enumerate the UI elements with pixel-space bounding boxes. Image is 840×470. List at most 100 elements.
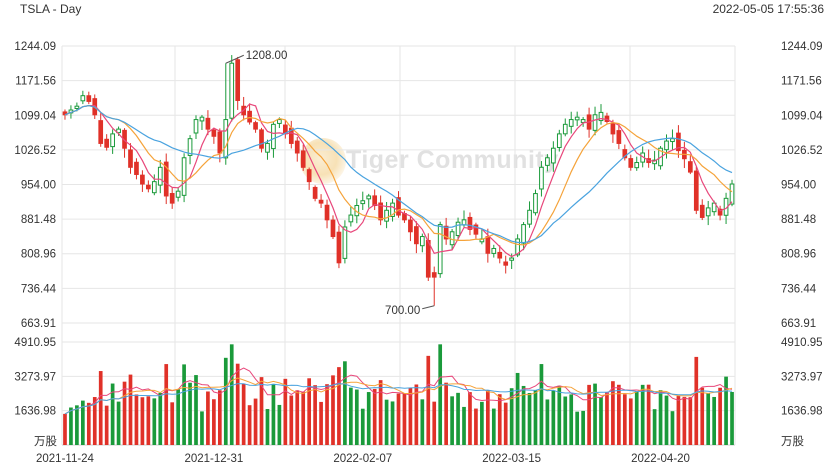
candle-body	[437, 224, 443, 275]
volume-bar	[628, 398, 633, 445]
volume-bar	[378, 380, 383, 445]
candle-body	[277, 119, 282, 124]
volume-bar	[438, 344, 443, 445]
volume-bar	[307, 378, 312, 445]
volume-bar	[587, 384, 591, 445]
volume-bar	[253, 398, 258, 445]
volume-bar	[408, 387, 413, 445]
volume-bar	[396, 393, 401, 445]
candle-body	[181, 157, 187, 196]
candle-body	[503, 261, 509, 266]
price-tick-label-left: 663.91	[21, 318, 56, 330]
volume-unit-label-left: 万股	[34, 435, 57, 448]
price-tick-label-right: 1244.09	[781, 41, 823, 53]
volume-bar	[640, 384, 645, 445]
price-tick-label-right: 1171.56	[781, 76, 822, 88]
watermark-text: Tiger Community	[346, 146, 559, 174]
ma5-line	[64, 103, 733, 258]
volume-bar	[140, 397, 145, 445]
volume-bar	[569, 394, 574, 445]
volume-bar	[605, 392, 609, 445]
candle-body	[86, 95, 92, 102]
candle-body	[271, 123, 276, 150]
volume-bar	[646, 384, 651, 445]
volume-bar	[718, 387, 722, 445]
volume-bar	[212, 399, 216, 445]
volume-bar	[283, 378, 288, 445]
candle-body	[699, 204, 705, 218]
candle-body	[717, 208, 723, 216]
candle-body	[306, 169, 312, 183]
candle-body	[360, 200, 366, 205]
volume-bar	[730, 391, 734, 445]
volume-bar	[444, 382, 448, 445]
volume-bar	[206, 391, 210, 445]
volume-bar	[688, 397, 693, 445]
candle-body	[134, 161, 139, 175]
volume-bar	[86, 402, 91, 445]
chart-symbol-title: TSLA - Day	[20, 2, 82, 16]
price-tick-label-right: 808.96	[781, 249, 816, 261]
volume-bar	[235, 363, 240, 445]
volume-bar	[289, 395, 294, 445]
candle-body	[324, 204, 330, 221]
candle-body	[687, 161, 693, 173]
candle-body	[521, 224, 526, 244]
volume-bar	[259, 377, 264, 445]
volume-bar	[480, 401, 484, 445]
volume-bar	[622, 394, 627, 445]
price-tick-label-left: 954.00	[21, 180, 56, 192]
candle-body	[157, 166, 163, 186]
price-tick-label-right: 1099.04	[781, 110, 823, 122]
candle-body	[592, 114, 598, 131]
candle-body	[199, 116, 205, 122]
price-tick-label-left: 1099.04	[14, 110, 56, 122]
price-tick-label-right: 881.48	[781, 214, 816, 226]
volume-bar	[456, 392, 460, 445]
candle-body	[223, 119, 229, 159]
ma10-line	[64, 104, 733, 246]
candle-body	[414, 226, 419, 245]
candle-body	[390, 202, 395, 217]
volume-bar	[658, 390, 663, 445]
volume-bar	[545, 399, 550, 445]
volume-ma20-line	[64, 383, 733, 415]
candle-body	[128, 149, 133, 168]
volume-bar	[634, 391, 639, 445]
volume-bar	[241, 383, 246, 445]
candle-body	[342, 226, 348, 259]
volume-bar	[670, 411, 675, 445]
candle-body	[336, 231, 342, 264]
candle-body	[431, 272, 437, 278]
date-tick-label: 2022-02-07	[333, 453, 392, 465]
candle-body	[670, 138, 675, 143]
candle-body	[140, 174, 145, 185]
candle-body	[378, 202, 383, 221]
price-tick-label-left: 881.48	[21, 214, 56, 226]
candle-body	[247, 110, 252, 123]
candle-body	[62, 111, 68, 116]
price-tick-label-right: 663.91	[781, 318, 816, 330]
volume-bar	[390, 401, 395, 445]
date-tick-label: 2022-04-20	[631, 453, 690, 465]
volume-bar	[426, 355, 431, 445]
volume-bar	[188, 382, 192, 445]
volume-bar	[122, 381, 127, 445]
timestamp: 2022-05-05 17:55:36	[712, 2, 824, 16]
candle-body	[497, 251, 503, 259]
candle-body	[372, 195, 378, 207]
volume-bar	[277, 404, 282, 445]
candle-body	[116, 128, 121, 134]
volume-tick-label-left: 4910.95	[14, 337, 56, 349]
volume-bar	[331, 375, 335, 445]
candle-body	[515, 238, 520, 256]
volume-bar	[712, 396, 717, 445]
candle-body	[693, 170, 699, 211]
candle-body	[652, 159, 657, 165]
candle-body	[300, 150, 306, 168]
candle-body	[110, 133, 115, 148]
volume-tick-label-left: 3273.97	[14, 371, 56, 383]
volume-bar	[384, 399, 389, 445]
volume-bar	[706, 393, 711, 445]
